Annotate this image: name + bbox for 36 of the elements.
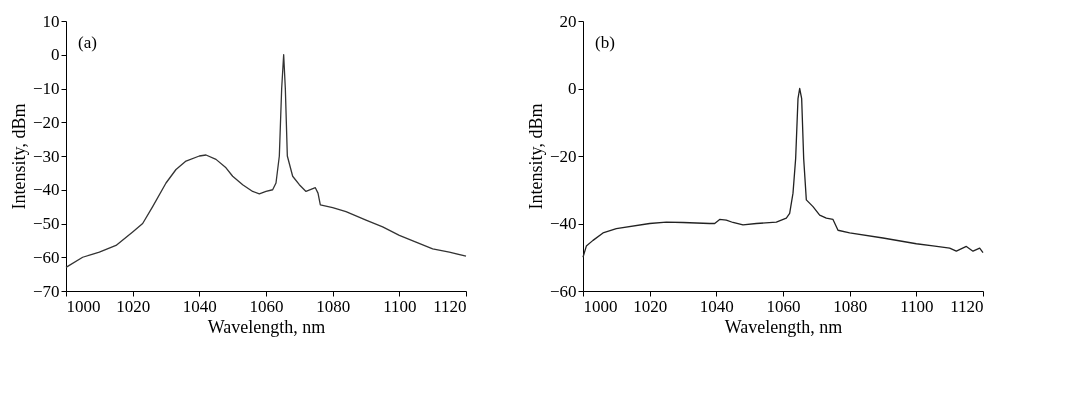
y-tick-label: 10 — [42, 11, 60, 31]
x-tick-label: 1000 — [66, 296, 101, 316]
y-tick-label: −60 — [549, 281, 577, 301]
y-tick-label: −60 — [32, 247, 60, 267]
x-axis-title: Wavelength, nm — [724, 316, 843, 337]
x-tick-label: 1040 — [699, 296, 734, 316]
x-tick-label: 1000 — [583, 296, 618, 316]
y-axis-title: Intensity, dBm — [525, 103, 546, 210]
y-tick-label: −40 — [32, 180, 60, 200]
y-tick-label: −20 — [32, 112, 60, 132]
y-tick-label: −30 — [32, 146, 60, 166]
y-tick-label: −40 — [549, 214, 577, 233]
annotation: (b) — [595, 33, 615, 52]
x-tick-label: 1060 — [249, 296, 284, 316]
x-tick-label: 1060 — [766, 296, 801, 316]
x-axis-title: Wavelength, nm — [207, 316, 326, 337]
y-tick-label: −10 — [32, 79, 60, 98]
x-tick-label: 1100 — [900, 296, 934, 316]
x-tick-label: 1080 — [833, 296, 868, 316]
line-series — [65, 54, 467, 269]
y-tick-label: −70 — [32, 281, 60, 301]
y-tick-label: 0 — [51, 45, 60, 65]
y-tick-label: 20 — [559, 11, 577, 31]
y-tick-label: −20 — [549, 146, 577, 166]
x-tick-label: 1080 — [316, 296, 351, 316]
x-tick-label: 1100 — [383, 296, 417, 316]
y-tick-label: −50 — [32, 214, 60, 233]
y-tick-label: 0 — [568, 79, 577, 98]
annotation: (a) — [78, 33, 97, 52]
line-series — [582, 87, 984, 258]
y-axis-title: Intensity, dBm — [8, 103, 29, 210]
x-tick-label: 1020 — [116, 296, 151, 316]
x-tick-label: 1040 — [182, 296, 217, 316]
x-tick-label: 1120 — [950, 296, 984, 316]
x-tick-label: 1120 — [433, 296, 467, 316]
x-tick-label: 1020 — [633, 296, 668, 316]
